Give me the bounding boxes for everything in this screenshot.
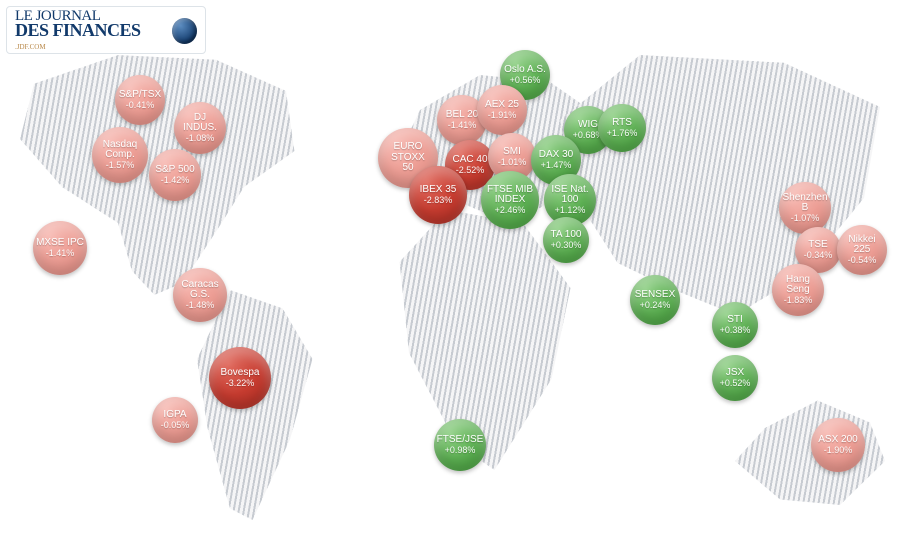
index-name: TA 100 bbox=[551, 230, 582, 241]
index-name: Bovespa bbox=[221, 368, 260, 379]
index-change: -1.07% bbox=[791, 214, 820, 223]
index-name: ASX 200 bbox=[818, 435, 857, 446]
index-name: CAC 40 bbox=[452, 155, 487, 166]
index-change: +0.52% bbox=[720, 379, 751, 388]
index-change: -1.83% bbox=[784, 296, 813, 305]
index-change: -0.54% bbox=[848, 256, 877, 265]
index-change: -2.83% bbox=[424, 196, 453, 205]
index-change: -2.52% bbox=[456, 166, 485, 175]
index-name: Shenzhen B bbox=[782, 193, 827, 214]
index-name: MXSE IPC bbox=[36, 238, 84, 249]
index-bubble[interactable]: Nikkei 225-0.54% bbox=[837, 225, 887, 275]
index-name: JSX bbox=[726, 368, 744, 379]
index-bubble[interactable]: S&P/TSX-0.41% bbox=[115, 75, 165, 125]
index-change: -0.41% bbox=[126, 101, 155, 110]
index-change: -1.91% bbox=[488, 111, 517, 120]
index-name: IBEX 35 bbox=[420, 185, 457, 196]
index-bubble[interactable]: JSX+0.52% bbox=[712, 355, 758, 401]
index-bubble[interactable]: IBEX 35-2.83% bbox=[409, 166, 467, 224]
index-name: AEX 25 bbox=[485, 100, 519, 111]
index-name: S&P/TSX bbox=[119, 90, 161, 101]
index-bubble[interactable]: FTSE/JSE+0.98% bbox=[434, 419, 486, 471]
index-change: -0.34% bbox=[804, 251, 833, 260]
index-bubble[interactable]: S&P 500-1.42% bbox=[149, 149, 201, 201]
index-bubble[interactable]: SENSEX+0.24% bbox=[630, 275, 680, 325]
index-change: -1.57% bbox=[106, 161, 135, 170]
index-change: +0.24% bbox=[640, 301, 671, 310]
index-bubble[interactable]: Nasdaq Comp.-1.57% bbox=[92, 127, 148, 183]
index-bubble[interactable]: RTS+1.76% bbox=[598, 104, 646, 152]
index-name: RTS bbox=[612, 118, 632, 129]
index-change: +1.47% bbox=[541, 161, 572, 170]
index-change: -1.48% bbox=[186, 301, 215, 310]
index-bubble[interactable]: Bovespa-3.22% bbox=[209, 347, 271, 409]
index-change: -1.90% bbox=[824, 446, 853, 455]
index-change: -3.22% bbox=[226, 379, 255, 388]
index-name: WIG bbox=[578, 120, 598, 131]
index-name: IGPA bbox=[163, 410, 186, 421]
index-change: -1.08% bbox=[186, 134, 215, 143]
index-bubble[interactable]: DJ INDUS.-1.08% bbox=[174, 102, 226, 154]
index-name: ISE Nat. 100 bbox=[551, 185, 588, 206]
index-name: DAX 30 bbox=[539, 150, 573, 161]
map-asia bbox=[560, 55, 880, 315]
world-index-map: LE JOURNAL DES FINANCES .JDF.COM S&P/TSX… bbox=[0, 0, 919, 537]
index-change: +0.98% bbox=[445, 446, 476, 455]
index-change: +1.76% bbox=[607, 129, 638, 138]
index-change: +0.56% bbox=[510, 76, 541, 85]
index-bubble[interactable]: AEX 25-1.91% bbox=[477, 85, 527, 135]
index-name: Nasdaq Comp. bbox=[103, 140, 137, 161]
index-name: DJ INDUS. bbox=[183, 113, 217, 134]
index-name: BEL 20 bbox=[446, 110, 478, 121]
index-name: SMI bbox=[503, 147, 521, 158]
index-change: +2.46% bbox=[495, 206, 526, 215]
index-change: -1.01% bbox=[498, 158, 527, 167]
logo-tag: .JDF.COM bbox=[15, 43, 46, 51]
index-name: Caracas G.S. bbox=[181, 280, 218, 301]
index-change: +0.38% bbox=[720, 326, 751, 335]
index-name: SENSEX bbox=[635, 290, 676, 301]
globe-icon bbox=[172, 18, 197, 44]
index-name: Hang Seng bbox=[786, 275, 810, 296]
index-change: -1.41% bbox=[46, 249, 75, 258]
index-bubble[interactable]: Caracas G.S.-1.48% bbox=[173, 268, 227, 322]
index-change: -1.41% bbox=[448, 121, 477, 130]
index-bubble[interactable]: IGPA-0.05% bbox=[152, 397, 198, 443]
index-change: +0.30% bbox=[551, 241, 582, 250]
index-name: TSE bbox=[808, 240, 827, 251]
index-bubble[interactable]: FTSE MIB INDEX+2.46% bbox=[481, 171, 539, 229]
index-name: EURO STOXX 50 bbox=[391, 142, 425, 174]
index-name: FTSE MIB INDEX bbox=[487, 185, 533, 206]
index-change: +1.12% bbox=[555, 206, 586, 215]
index-name: STI bbox=[727, 315, 743, 326]
index-bubble[interactable]: Hang Seng-1.83% bbox=[772, 264, 824, 316]
index-bubble[interactable]: STI+0.38% bbox=[712, 302, 758, 348]
index-name: S&P 500 bbox=[155, 165, 194, 176]
index-name: Oslo A.S. bbox=[504, 65, 546, 76]
index-bubble[interactable]: Shenzhen B-1.07% bbox=[779, 182, 831, 234]
index-name: Nikkei 225 bbox=[848, 235, 875, 256]
index-change: -0.05% bbox=[161, 421, 190, 430]
logo-line2: DES FINANCES bbox=[15, 20, 141, 40]
index-name: FTSE/JSE bbox=[437, 435, 484, 446]
brand-logo: LE JOURNAL DES FINANCES .JDF.COM bbox=[6, 6, 206, 54]
index-change: -1.42% bbox=[161, 176, 190, 185]
index-bubble[interactable]: ASX 200-1.90% bbox=[811, 418, 865, 472]
index-bubble[interactable]: MXSE IPC-1.41% bbox=[33, 221, 87, 275]
index-bubble[interactable]: TA 100+0.30% bbox=[543, 217, 589, 263]
